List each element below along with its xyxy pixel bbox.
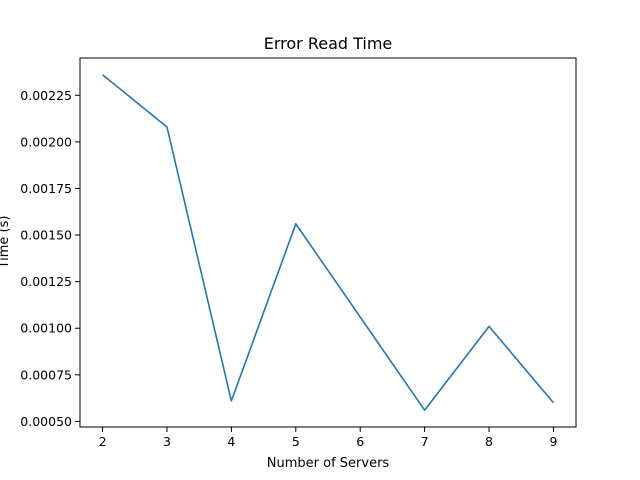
x-tick-label: 4: [227, 434, 235, 449]
x-tick-label: 3: [163, 434, 171, 449]
x-axis: 2 3 4 5 6 7 8 9: [99, 427, 557, 449]
y-tick-label: 0.00150: [20, 228, 72, 243]
y-tick-label: 0.00125: [20, 274, 72, 289]
x-tick-label: 9: [549, 434, 557, 449]
y-tick-label: 0.00100: [20, 321, 72, 336]
plot-frame: [79, 57, 577, 428]
y-axis: 0.00050 0.00075 0.00100 0.00125 0.00150 0.001…: [20, 88, 80, 429]
x-tick-label: 5: [292, 434, 300, 449]
x-tick-label: 8: [485, 434, 493, 449]
x-tick-label: 7: [421, 434, 429, 449]
series-layer: [102, 74, 555, 412]
y-tick-label: 0.00225: [20, 88, 72, 103]
y-tick-label: 0.00075: [20, 367, 72, 382]
x-axis-label: Number of Servers: [267, 456, 390, 471]
chart-title: Error Read Time: [264, 34, 393, 53]
x-tick-label: 2: [99, 434, 107, 449]
y-tick-label: 0.00050: [20, 414, 72, 429]
y-axis-label: Time (s): [0, 216, 12, 270]
y-tick-label: 0.00175: [20, 181, 72, 196]
y-tick-label: 0.00200: [20, 134, 72, 149]
series-line: [102, 74, 555, 412]
x-tick-label: 6: [356, 434, 364, 449]
